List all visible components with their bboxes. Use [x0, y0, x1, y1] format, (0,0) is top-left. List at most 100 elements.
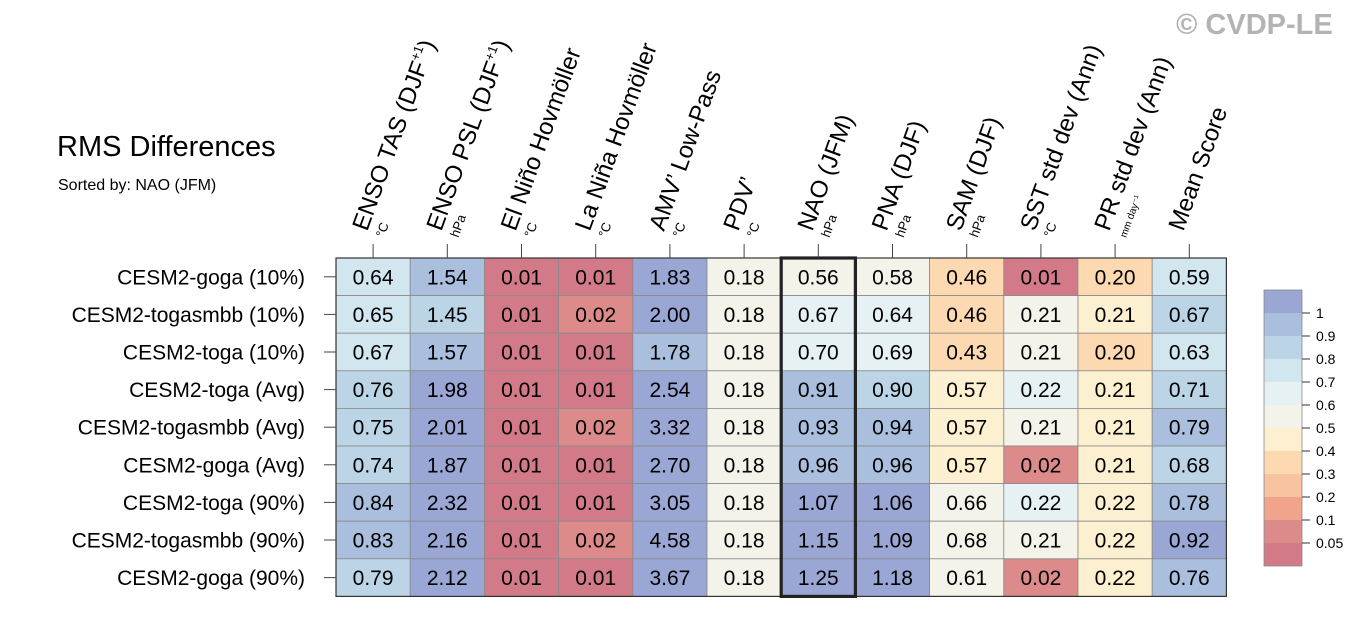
heatmap-cell: [483, 332, 559, 372]
heatmap-cell: [409, 558, 485, 597]
cell-value: 0.22: [1095, 492, 1136, 515]
cell-value: 0.68: [1169, 454, 1210, 477]
cell-value: 0.74: [353, 454, 394, 477]
heatmap-cell: [706, 257, 782, 296]
cell-value: 0.18: [724, 530, 765, 553]
cell-value: 2.12: [427, 567, 468, 590]
heatmap-cell: [929, 295, 1005, 334]
cell-value: 1.83: [649, 266, 690, 289]
cell-value: 0.61: [946, 567, 987, 590]
cell-value: 0.18: [724, 342, 765, 365]
cell-value: 0.18: [724, 454, 765, 477]
colorbar-tick-label: 0.3: [1316, 466, 1336, 482]
cell-value: 2.16: [427, 530, 468, 553]
column-label: ENSO TAS (DJF+1): [346, 36, 441, 234]
cell-value: 1.57: [427, 342, 468, 365]
cell-value: 0.68: [946, 530, 987, 553]
cell-value: 0.21: [1020, 417, 1061, 440]
cell-value: 0.02: [575, 304, 616, 327]
cell-value: 0.58: [872, 266, 913, 289]
cell-value: 0.21: [1095, 417, 1136, 440]
cell-value: 0.46: [946, 304, 987, 327]
cell-value: 1.18: [872, 567, 913, 590]
cell-value: 0.92: [1169, 530, 1210, 553]
cell-value: 1.78: [649, 342, 690, 365]
cell-value: 0.65: [353, 304, 394, 327]
cell-value: 0.22: [1020, 492, 1061, 515]
heatmap-cell: [929, 445, 1005, 484]
column-label: AMV’ Low-Pass: [644, 66, 727, 234]
column-label-text: SST std dev (Ann): [1015, 41, 1107, 234]
column-label: SST std dev (Ann): [1015, 41, 1107, 234]
heatmap-cell: [1077, 407, 1153, 447]
row-label: CESM2-toga (Avg): [129, 379, 305, 402]
heatmap-cell: [335, 370, 411, 409]
cell-value: 0.01: [1020, 266, 1061, 289]
heatmap-cell: [780, 483, 856, 522]
column-header: PDV’°C: [718, 173, 762, 239]
cell-value: 0.01: [501, 379, 542, 402]
heatmap-cell: [1003, 483, 1079, 522]
heatmap-cell: [409, 483, 485, 522]
heatmap-cell: [1151, 483, 1227, 522]
cell-value: 0.93: [798, 417, 839, 440]
heatmap-cell: [335, 257, 411, 296]
column-unit: °C: [521, 220, 540, 239]
column-header: SAM (DJF)hPa: [941, 113, 1007, 239]
cell-value: 0.01: [575, 492, 616, 515]
cell-value: 1.07: [798, 492, 839, 515]
heatmap-cell: [483, 483, 559, 522]
column-label-superscript: +1: [407, 43, 426, 62]
cell-value: 0.59: [1169, 266, 1210, 289]
cell-value: 0.66: [946, 492, 987, 515]
heatmap-cell: [558, 483, 634, 522]
row-label: CESM2-goga (Avg): [123, 454, 305, 477]
cell-value: 0.21: [1095, 379, 1136, 402]
heatmap-cell: [855, 445, 931, 484]
column-label-text: La Niña Hovmöller: [570, 39, 663, 234]
heatmap-cell: [706, 558, 782, 597]
cell-value: 1.87: [427, 454, 468, 477]
column-header: PNA (DJF)hPa: [867, 117, 932, 239]
heatmap-cell: [558, 445, 634, 484]
cell-value: 0.01: [575, 379, 616, 402]
heatmap-cell: [780, 332, 856, 372]
column-unit: °C: [373, 220, 392, 239]
column-unit: °C: [1041, 220, 1060, 239]
cell-value: 0.21: [1020, 304, 1061, 327]
column-unit: °C: [670, 220, 689, 239]
colorbar-swatch: [1264, 336, 1302, 359]
colorbar-tick-label: 0.8: [1316, 351, 1336, 367]
colorbar-tick-label: 0.2: [1316, 489, 1336, 505]
row-label: CESM2-togasmbb (10%): [72, 304, 305, 327]
cell-value: 0.56: [798, 266, 839, 289]
cell-value: 0.79: [1169, 417, 1210, 440]
heatmap-cell: [632, 407, 708, 447]
heatmap-cell: [1003, 370, 1079, 409]
heatmap-cell: [335, 332, 411, 372]
cell-value: 0.01: [501, 530, 542, 553]
row-label: CESM2-goga (90%): [117, 567, 305, 590]
cell-value: 2.00: [649, 304, 690, 327]
cell-value: 0.01: [575, 266, 616, 289]
cell-value: 0.18: [724, 304, 765, 327]
heatmap-cell: [632, 332, 708, 372]
row-label: CESM2-toga (10%): [123, 342, 305, 365]
cell-value: 0.01: [575, 454, 616, 477]
heatmap-cell: [632, 483, 708, 522]
heatmap-cell: [780, 370, 856, 409]
row-label: CESM2-togasmbb (90%): [72, 530, 305, 553]
column-label: El Niño Hovmöller: [496, 44, 587, 234]
heatmap-cell: [409, 295, 485, 334]
colorbar-tick-label: 0.9: [1316, 328, 1336, 344]
colorbar-tick-label: 1: [1316, 305, 1324, 321]
cell-value: 0.76: [353, 379, 394, 402]
colorbar-swatch: [1264, 451, 1302, 474]
heatmap-cell: [929, 558, 1005, 597]
cell-value: 0.67: [1169, 304, 1210, 327]
heatmap-cell: [632, 520, 708, 560]
cell-value: 1.25: [798, 567, 839, 590]
cell-value: 0.67: [353, 342, 394, 365]
heatmap-cell: [706, 407, 782, 447]
